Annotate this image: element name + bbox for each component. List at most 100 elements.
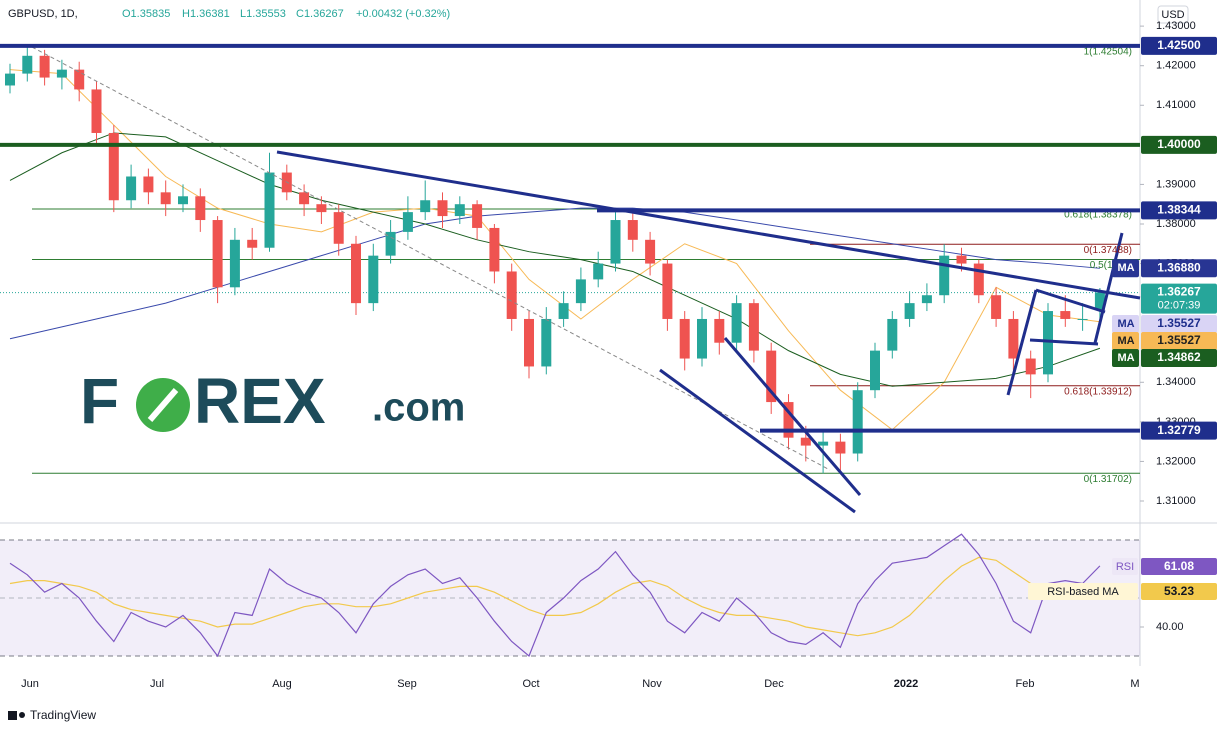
candle-body <box>748 303 759 351</box>
x-tick-label: Aug <box>272 678 292 690</box>
candle-body <box>575 279 586 304</box>
candle-body <box>645 239 656 264</box>
rsi-name: RSI <box>1116 561 1134 573</box>
fib-label: 0(1.31702) <box>1084 474 1132 485</box>
ma-tag <box>1112 315 1139 333</box>
rsi-tag <box>1112 558 1138 575</box>
ma-tag-label: MA <box>1117 335 1134 347</box>
candle-body <box>351 243 361 304</box>
trendline <box>723 337 862 496</box>
x-tick-label: M <box>1130 678 1139 690</box>
price-box-label: 1.32779 <box>1157 423 1201 437</box>
price-box <box>1141 315 1217 333</box>
trendline <box>276 150 1141 300</box>
x-tick-label: Oct <box>522 678 539 690</box>
candle-body <box>1077 318 1088 320</box>
y-tick-label: 1.43000 <box>1156 20 1196 32</box>
y-tick-label: 1.41000 <box>1156 99 1196 111</box>
trendline <box>1006 289 1038 396</box>
rsi-ma-line <box>9 556 1100 637</box>
candle-body <box>5 73 15 86</box>
candle-body <box>160 192 171 205</box>
price-box-label: 1.35527 <box>1157 333 1201 347</box>
logo-text: F <box>80 365 119 437</box>
candle-body <box>108 132 119 201</box>
moving-average <box>9 69 1100 431</box>
candle-body <box>126 176 137 201</box>
x-tick-label: Sep <box>397 678 417 690</box>
candle-body <box>247 239 258 248</box>
price-box <box>1141 201 1217 220</box>
rsi-tick-label: 40.00 <box>1156 621 1184 633</box>
ma-tag-label: MA <box>1117 262 1134 274</box>
trendline <box>659 368 856 514</box>
y-tick-label: 1.32000 <box>1156 455 1196 467</box>
candle-body <box>593 263 604 280</box>
candle-body <box>333 212 344 244</box>
candle-body <box>697 318 707 359</box>
price-box-label: 1.42500 <box>1157 38 1201 52</box>
candle-body <box>1043 311 1053 375</box>
currency-box[interactable] <box>1157 5 1189 24</box>
candle-body <box>1025 358 1036 375</box>
price-box-label: 1.40000 <box>1157 137 1201 151</box>
ma-tag <box>1112 349 1139 367</box>
trendline <box>1029 338 1099 346</box>
x-tick-label: Dec <box>764 678 784 690</box>
rsi-line <box>9 533 1101 658</box>
candle-body <box>714 318 725 343</box>
price-box <box>1141 283 1217 314</box>
candle-body <box>1008 318 1019 359</box>
candles-layer <box>5 45 1105 474</box>
candle-body <box>610 220 621 264</box>
candle-body <box>852 390 863 454</box>
candle-body <box>368 255 379 304</box>
price-box <box>1141 36 1217 55</box>
candle-body <box>472 204 483 228</box>
candle-body <box>558 303 569 319</box>
fib-label: 0.5(1.371 <box>1090 260 1133 271</box>
candle-body <box>39 55 50 78</box>
logo-text: REX <box>194 365 326 437</box>
y-tick-label: 1.42000 <box>1156 60 1196 72</box>
candle-body <box>316 204 327 213</box>
moving-average <box>9 132 1101 387</box>
rsi-ma-name: RSI-based MA <box>1047 586 1119 598</box>
logo-text: .com <box>372 386 465 430</box>
currency[interactable]: USD <box>1161 9 1184 21</box>
candle-body <box>74 69 85 90</box>
candle-body <box>939 255 950 296</box>
candle-body <box>437 200 448 217</box>
fib-label: 1(1.42504) <box>1084 46 1132 57</box>
candle-body <box>541 318 552 367</box>
ma-tag <box>1112 259 1139 278</box>
price-box-label: 1.36267 <box>1157 285 1201 299</box>
candle-body <box>1094 292 1105 310</box>
price-box-label: 1.38344 <box>1157 203 1201 217</box>
ohlc: O1.35835 <box>122 8 170 20</box>
rsi-ma-value-box <box>1141 583 1217 600</box>
ma-tag-label: MA <box>1117 352 1134 364</box>
candle-body <box>956 255 967 264</box>
fib-label: 0(1.37488) <box>1084 245 1132 256</box>
candle-body <box>870 350 880 391</box>
price-box <box>1141 349 1217 367</box>
ohlc: +0.00432 (+0.32%) <box>356 8 450 20</box>
candle-body <box>264 172 275 248</box>
tv-icon <box>8 711 17 720</box>
candle-body <box>662 263 673 319</box>
candle-body <box>195 196 206 221</box>
price-box-label: 1.34862 <box>1157 350 1201 364</box>
candle-body <box>178 196 188 205</box>
y-tick-label: 1.39000 <box>1156 178 1196 190</box>
x-tick-label: Jul <box>150 678 164 690</box>
trendline <box>1093 232 1124 344</box>
y-tick-label: 1.38000 <box>1156 218 1196 230</box>
rsi-ma-tag <box>1028 583 1138 600</box>
candle-body <box>420 200 431 213</box>
logo-slash <box>147 388 179 422</box>
candle-body <box>904 303 915 319</box>
candle-body <box>800 437 811 446</box>
